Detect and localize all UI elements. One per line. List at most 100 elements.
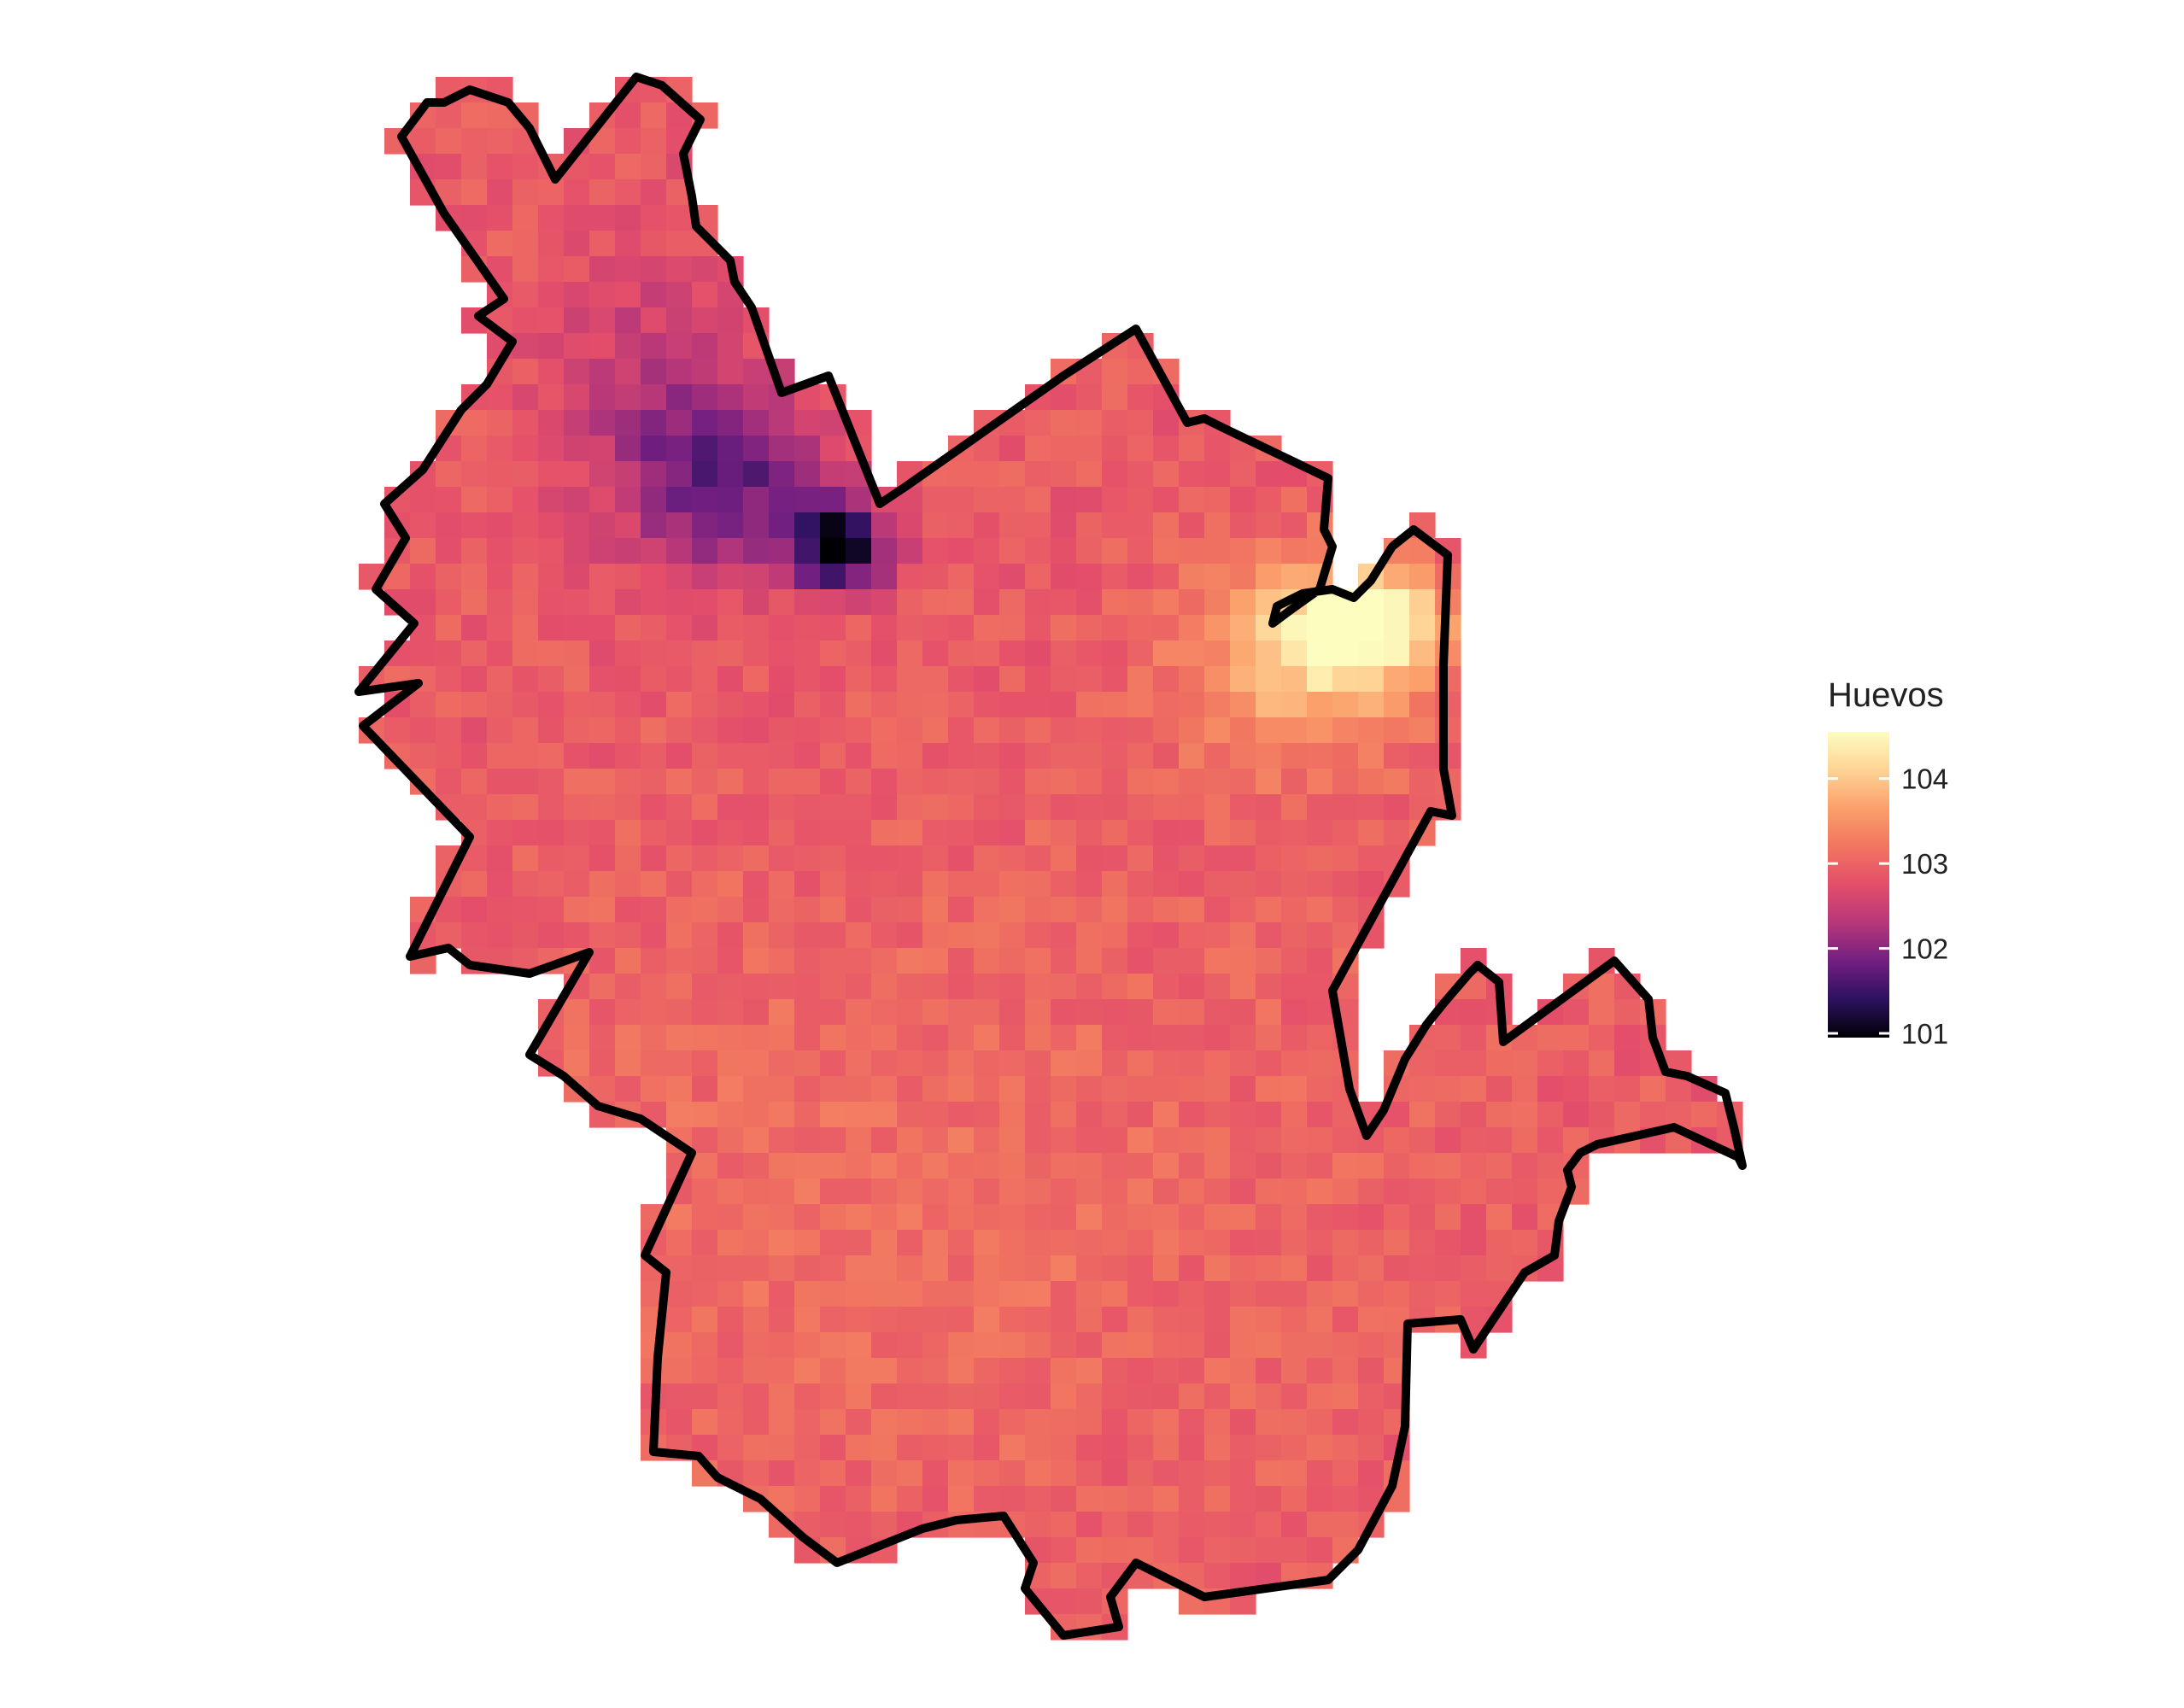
raster-cell (666, 974, 693, 1000)
raster-cell (538, 564, 565, 590)
raster-cell (1179, 769, 1205, 795)
raster-cell (1025, 974, 1051, 1000)
raster-cell (564, 205, 590, 231)
raster-cell (717, 564, 744, 590)
raster-cell (1461, 1153, 1487, 1179)
raster-cell (794, 897, 821, 923)
raster-cell (1486, 1230, 1513, 1256)
raster-cell (1204, 769, 1231, 795)
raster-cell (717, 743, 744, 769)
raster-cell (1051, 1050, 1077, 1077)
raster-cell (1204, 999, 1231, 1026)
raster-cell (1051, 589, 1077, 616)
raster-cell (1332, 1409, 1359, 1436)
raster-cell (717, 1255, 744, 1282)
raster-cell (641, 333, 667, 360)
raster-cell (461, 154, 488, 180)
raster-cell (820, 769, 846, 795)
raster-cell (897, 1435, 923, 1461)
raster-cell (1102, 1179, 1128, 1205)
raster-cell (1230, 1486, 1256, 1512)
raster-cell (512, 820, 539, 846)
raster-cell (1563, 1050, 1590, 1077)
raster-cell (1127, 974, 1154, 1000)
raster-cell (1563, 1102, 1590, 1128)
raster-cell (589, 179, 616, 206)
raster-cell (1076, 1025, 1103, 1051)
raster-cell (1127, 1358, 1154, 1384)
raster-cell (1204, 1230, 1231, 1256)
raster-cell (794, 974, 821, 1000)
raster-cell (974, 1153, 1000, 1179)
raster-cell (692, 769, 718, 795)
raster-cell (948, 743, 975, 769)
raster-cell (461, 179, 488, 206)
raster-cell (948, 999, 975, 1026)
raster-cell (1179, 487, 1205, 513)
raster-cell (641, 128, 667, 155)
raster-cell (1307, 1460, 1333, 1487)
raster-cell (1461, 1281, 1487, 1307)
raster-cell (871, 794, 898, 821)
raster-cell (743, 1127, 770, 1154)
raster-cell (1102, 1255, 1128, 1282)
raster-cell (922, 1050, 949, 1077)
raster-cell (1204, 1435, 1231, 1461)
raster-cell (1537, 1179, 1564, 1205)
raster-cell (1051, 1204, 1077, 1231)
raster-cell (1230, 1409, 1256, 1436)
raster-cell (564, 615, 590, 641)
raster-cell (999, 1358, 1026, 1384)
raster-cell (922, 1281, 949, 1307)
raster-cell (1051, 1409, 1077, 1436)
raster-cell (538, 692, 565, 718)
raster-cell (461, 794, 488, 821)
raster-cell (1076, 564, 1103, 590)
raster-cell (1307, 666, 1333, 693)
raster-cell (1461, 1127, 1487, 1154)
raster-cell (1204, 564, 1231, 590)
raster-cell (615, 231, 641, 257)
raster-cell (1204, 615, 1231, 641)
raster-cell (794, 461, 821, 488)
raster-cell (846, 1409, 872, 1436)
raster-cell (1153, 1179, 1180, 1205)
raster-cell (820, 717, 846, 744)
raster-cell (641, 948, 667, 974)
raster-cell (538, 538, 565, 564)
raster-cell (1332, 1486, 1359, 1512)
raster-cell (461, 717, 488, 744)
region-boundary (354, 73, 1747, 1640)
raster-cell (743, 922, 770, 949)
raster-cell (1153, 666, 1180, 693)
raster-cell (999, 1102, 1026, 1128)
raster-cell (487, 436, 513, 462)
raster-cell (615, 666, 641, 693)
raster-cell (794, 717, 821, 744)
raster-cell (641, 436, 667, 462)
raster-cell (1281, 1460, 1308, 1487)
raster-cell (615, 717, 641, 744)
raster-cell (1512, 1204, 1538, 1231)
raster-cell (1307, 1409, 1333, 1436)
raster-cell (1102, 1486, 1128, 1512)
raster-cell (512, 461, 539, 488)
raster-cell (999, 1486, 1026, 1512)
raster-cell (922, 615, 949, 641)
raster-cell (1332, 1281, 1359, 1307)
raster-cell (1076, 1102, 1103, 1128)
raster-cell (1051, 922, 1077, 949)
raster-cell (948, 640, 975, 667)
raster-cell (871, 1230, 898, 1256)
raster-cell (1332, 640, 1359, 667)
raster-cell (769, 1358, 795, 1384)
raster-cell (487, 897, 513, 923)
raster-cell (717, 948, 744, 974)
raster-cell (1076, 922, 1103, 949)
raster-cell (538, 282, 565, 308)
raster-cell (410, 743, 436, 769)
raster-cell (589, 692, 616, 718)
raster-cell (897, 794, 923, 821)
raster-cell (922, 974, 949, 1000)
raster-cell (487, 615, 513, 641)
